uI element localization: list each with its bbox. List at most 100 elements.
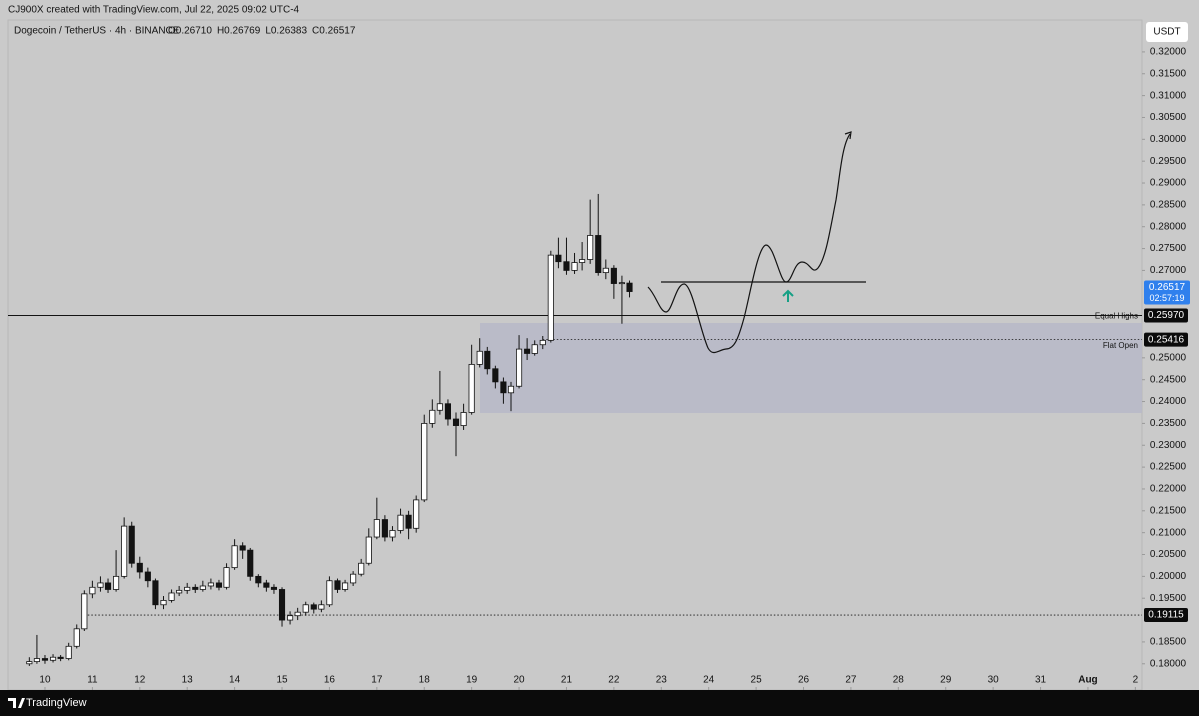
candle-body <box>373 519 380 538</box>
currency-button[interactable] <box>1146 22 1188 42</box>
candle-body <box>310 604 317 610</box>
candle-body <box>136 562 143 573</box>
x-tick-label: 27 <box>845 675 857 686</box>
candle-body <box>342 582 349 590</box>
candle-body <box>270 586 278 590</box>
candle-body <box>278 589 286 621</box>
x-tick-label: 17 <box>371 675 383 686</box>
last-price-label: 0.26517 <box>1149 282 1186 293</box>
candle-body <box>429 409 436 424</box>
candle-body <box>144 571 151 582</box>
candle-body <box>152 580 159 606</box>
x-tick-label: 24 <box>703 675 715 686</box>
y-tick-label: 0.18500 <box>1150 637 1187 648</box>
price-tag-label: 0.19115 <box>1148 610 1184 621</box>
last-price-tag <box>1144 280 1190 305</box>
candle-body <box>610 267 617 284</box>
candle-body <box>231 545 238 569</box>
candle-body <box>81 593 88 630</box>
x-tick-label: 23 <box>656 675 668 686</box>
x-tick-label: 31 <box>1035 675 1047 686</box>
candle-body <box>531 344 538 354</box>
candle-body <box>104 582 112 590</box>
candle-body <box>192 586 199 590</box>
y-tick-label: 0.32000 <box>1150 47 1187 58</box>
candle-body <box>555 254 562 263</box>
long-arrow <box>782 289 794 302</box>
candle-body <box>516 348 523 387</box>
candle-body <box>452 418 460 426</box>
candle-body <box>302 604 309 613</box>
currency[interactable]: USDT <box>1153 27 1180 38</box>
candle-body <box>263 582 270 588</box>
candle-body <box>444 403 452 420</box>
candle-body <box>595 235 602 274</box>
x-tick-label: 26 <box>798 675 810 686</box>
x-tick-label: 10 <box>39 675 51 686</box>
price-tag <box>1144 608 1188 623</box>
candle-body <box>287 615 294 621</box>
x-tick-label: 11 <box>87 675 98 686</box>
candle-body <box>184 586 191 591</box>
candle-body <box>121 525 128 577</box>
candle-body <box>113 575 120 590</box>
y-tick-label: 0.18000 <box>1150 658 1187 669</box>
x-tick-label: 16 <box>324 675 336 686</box>
y-tick-label: 0.27000 <box>1150 265 1187 276</box>
candle-body <box>602 267 609 274</box>
candle-body <box>334 580 341 590</box>
candle-body <box>160 600 167 606</box>
candle-body <box>168 592 175 601</box>
price-tag-label: 0.25416 <box>1148 334 1185 345</box>
level-name: Flat Open <box>1103 341 1138 350</box>
x-tick-label: 30 <box>988 675 1000 686</box>
countdown: 02:57:19 <box>1149 293 1184 303</box>
x-tick-label: 25 <box>751 675 763 686</box>
price-tag <box>1144 332 1188 347</box>
candle-body <box>41 658 49 661</box>
credit: CJ900X created with TradingView.com, Jul… <box>8 5 300 16</box>
x-tick-label: 14 <box>229 675 241 686</box>
y-tick-label: 0.30000 <box>1150 134 1187 145</box>
candle-body <box>318 604 325 610</box>
candle-body <box>563 261 570 271</box>
x-tick-label: 22 <box>608 675 620 686</box>
x-tick-label: 20 <box>513 675 525 686</box>
symbol: Dogecoin / TetherUS · 4h · BINANCE <box>14 26 180 37</box>
brand: TradingView <box>26 697 87 709</box>
x-tick-label: 13 <box>182 675 194 686</box>
y-tick-label: 0.20000 <box>1150 571 1187 582</box>
candle-body <box>97 582 104 588</box>
level-name: Equal Highs <box>1095 312 1138 321</box>
candle-body <box>579 259 586 263</box>
demand-zone <box>480 323 1142 413</box>
candle-body <box>350 573 357 584</box>
candle-body <box>247 549 254 577</box>
y-tick-label: 0.25000 <box>1150 352 1187 363</box>
y-tick-label: 0.24500 <box>1150 374 1187 385</box>
marks: 0.18000 0.18500 0.19500 0.20000 0.20500 0.210… <box>8 47 1190 690</box>
candle-body <box>436 403 443 411</box>
x-tick-label: 21 <box>561 675 573 686</box>
y-tick-label: 0.28000 <box>1150 221 1187 232</box>
y-tick-label: 0.22000 <box>1150 484 1187 495</box>
candle-body <box>358 562 365 575</box>
ohlc-value: O0.26710 <box>168 26 212 37</box>
y-tick-label: 0.22500 <box>1150 462 1187 473</box>
y-tick-label: 0.19500 <box>1150 593 1187 604</box>
candle-body <box>476 350 483 365</box>
candle-body <box>468 363 475 413</box>
candle-body <box>397 514 404 531</box>
candle-body <box>365 536 372 564</box>
y-tick-label: 0.23500 <box>1150 418 1187 429</box>
candle-body <box>571 262 578 271</box>
candle-body <box>405 514 412 529</box>
candle-body <box>460 412 467 426</box>
candle-body <box>492 368 499 383</box>
x-tick-label: 18 <box>419 675 431 686</box>
footer-bar <box>0 690 1199 716</box>
y-tick-label: 0.29500 <box>1150 156 1187 167</box>
x-tick-label: 29 <box>940 675 952 686</box>
projection-path <box>647 133 851 354</box>
y-tick-label: 0.23000 <box>1150 440 1187 451</box>
